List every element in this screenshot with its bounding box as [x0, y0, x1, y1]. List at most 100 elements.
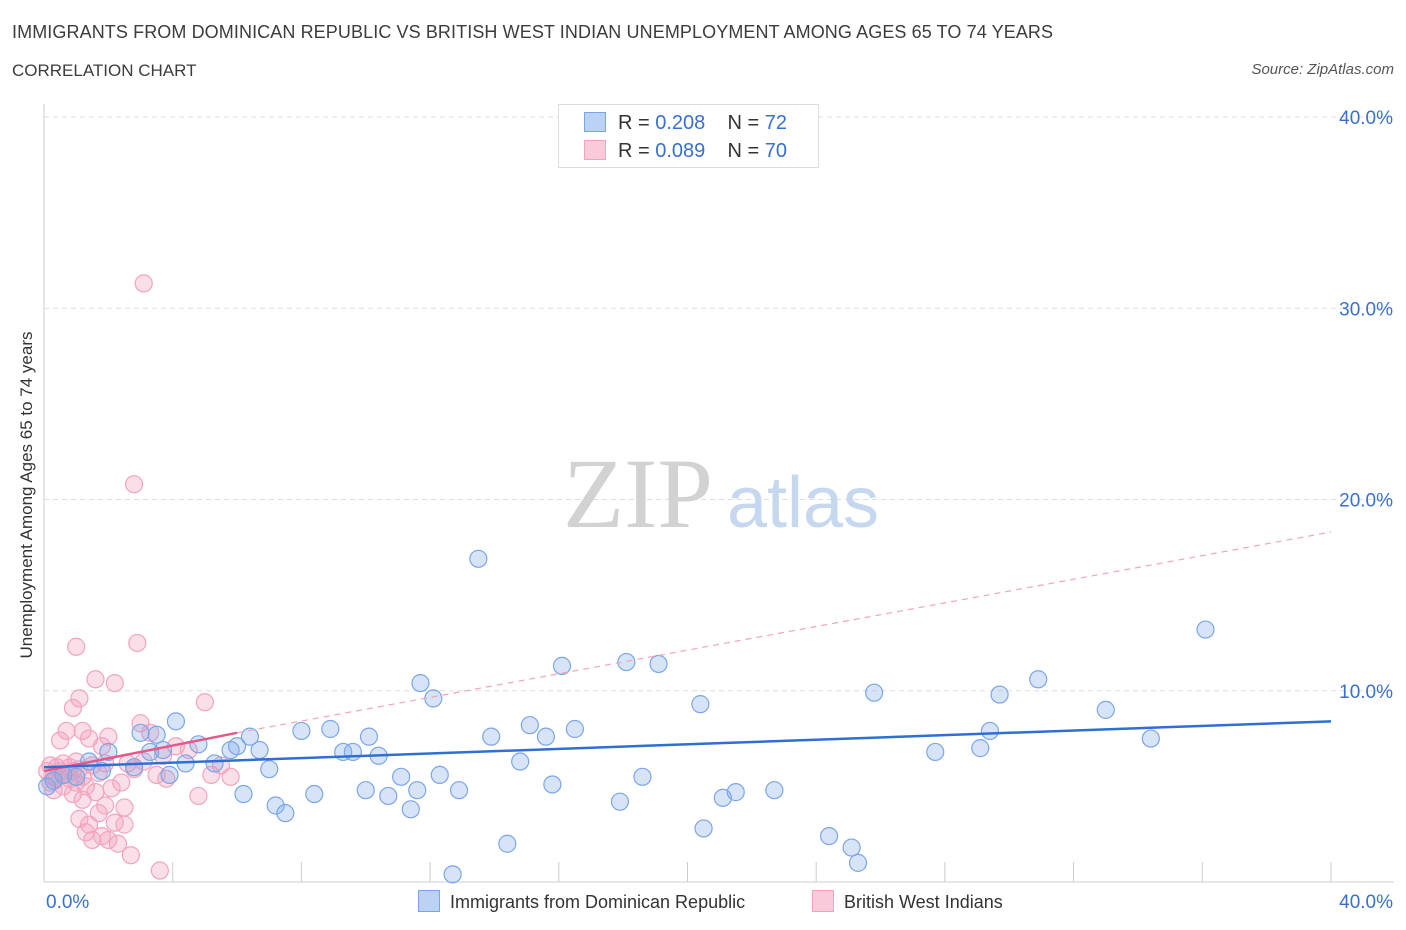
dominican-point — [99, 742, 118, 762]
dominican-point — [726, 783, 745, 802]
axes — [43, 104, 1394, 883]
dominican-point — [617, 652, 636, 672]
dominican-point — [552, 656, 572, 675]
bwi-point — [141, 723, 160, 742]
y-tick-label: 30.0% — [1339, 299, 1393, 320]
tick-labels: 10.0% 20.0% 30.0% 40.0% 0.0% 40.0% — [46, 108, 1393, 913]
dominican-point — [848, 853, 868, 872]
y-tick-label: 40.0% — [1339, 108, 1393, 129]
legend-r-value: 0.089 — [655, 140, 706, 162]
legend-r-label: R = — [618, 112, 656, 134]
dominican-point — [227, 737, 247, 756]
dominican-point — [565, 719, 584, 739]
bwi-point — [57, 721, 76, 741]
dominican-point — [691, 695, 710, 714]
dominican-point — [359, 727, 379, 746]
dominican-point — [408, 781, 427, 800]
dominican-point — [865, 683, 884, 702]
british-west-indians-points — [38, 274, 240, 880]
dominican-point — [424, 689, 443, 708]
gridlines — [44, 116, 1393, 692]
bwi-point — [134, 274, 153, 293]
bottom-legend-label: Immigrants from Dominican Republic — [450, 892, 746, 912]
dominican-point — [166, 712, 186, 731]
bottom-legend-label: British West Indians — [844, 892, 1003, 912]
bwi-point — [108, 834, 128, 853]
bottom-legend-dominican: Immigrants from Dominican Republic — [418, 890, 745, 913]
dominican-point — [1196, 620, 1215, 639]
legend-swatch-pink — [584, 140, 606, 160]
bwi-point — [105, 673, 124, 693]
dominican-point — [260, 760, 279, 779]
legend-n-label: N = — [727, 140, 765, 162]
bwi-point — [202, 765, 221, 785]
dominican-point — [92, 761, 112, 781]
bwi-point — [121, 846, 140, 865]
dominican-point — [401, 800, 420, 819]
bwi-point — [73, 790, 92, 809]
bwi-point — [99, 830, 118, 850]
trend-lines — [43, 531, 1332, 773]
bwi-point — [63, 698, 83, 718]
dominican-point — [649, 654, 668, 674]
bwi-point — [86, 670, 105, 689]
dominican-point — [276, 804, 295, 823]
dominican-point — [1096, 700, 1115, 719]
bwi-point — [115, 798, 134, 817]
bwi-point — [221, 767, 240, 786]
bottom-legend-swatch-blue — [418, 890, 440, 912]
bwi-point — [115, 815, 134, 834]
dominican-point — [536, 727, 556, 746]
dominican-point — [266, 796, 285, 815]
dominican-point — [449, 781, 469, 800]
bwi-trend-extension — [236, 531, 1332, 734]
dominican-point — [356, 781, 375, 800]
y-axis-title: Unemployment Among Ages 65 to 74 years — [17, 331, 36, 659]
dominican-point — [67, 767, 86, 786]
dominican-point — [511, 752, 530, 771]
bwi-point — [102, 779, 121, 798]
dominican-point — [321, 719, 340, 739]
legend-n-value: 72 — [764, 112, 788, 134]
dominican-point — [44, 771, 63, 790]
dominican-point — [379, 786, 398, 806]
bwi-point — [134, 752, 153, 771]
correlation-legend: R = 0.208 N = 72 R = 0.089 N = 70 — [558, 104, 819, 168]
dominican-point — [842, 838, 861, 857]
bwi-trend-line — [43, 731, 238, 773]
dominican-point — [240, 727, 260, 746]
dominican-point — [430, 765, 449, 785]
dominican-point — [160, 765, 179, 785]
dominican-point — [392, 767, 411, 786]
bwi-point — [112, 773, 131, 792]
dominican-point — [980, 721, 1000, 741]
dominican-point — [305, 784, 324, 804]
chart-title: IMMIGRANTS FROM DOMINICAN REPUBLIC VS BR… — [12, 22, 1054, 42]
dominican-point — [131, 723, 150, 742]
legend-row-bwi: R = 0.089 N = 70 — [584, 140, 787, 164]
bwi-point — [189, 786, 208, 806]
bwi-point — [63, 784, 83, 804]
dominican-republic-points — [38, 549, 1215, 884]
dominican-point — [520, 716, 539, 735]
bwi-point — [150, 861, 169, 880]
x-tick-label: 0.0% — [46, 892, 89, 913]
bottom-legend-swatch-pink — [812, 890, 834, 912]
bwi-point — [195, 693, 214, 712]
dominican-point — [292, 721, 311, 741]
dominican-trend-line — [43, 720, 1332, 769]
dominican-point — [469, 549, 488, 568]
bwi-point — [99, 727, 118, 746]
bottom-legend-bwi: British West Indians — [812, 890, 1003, 913]
dominican-point — [147, 725, 166, 744]
dominican-point — [234, 784, 253, 804]
bwi-point — [67, 637, 86, 656]
bwi-point — [147, 765, 166, 785]
bwi-point — [124, 475, 144, 494]
dominican-point — [694, 819, 713, 838]
dominican-point — [343, 742, 362, 762]
legend-swatch-blue — [584, 112, 606, 132]
legend-n-label: N = — [727, 112, 765, 134]
dominican-point — [1029, 670, 1048, 689]
